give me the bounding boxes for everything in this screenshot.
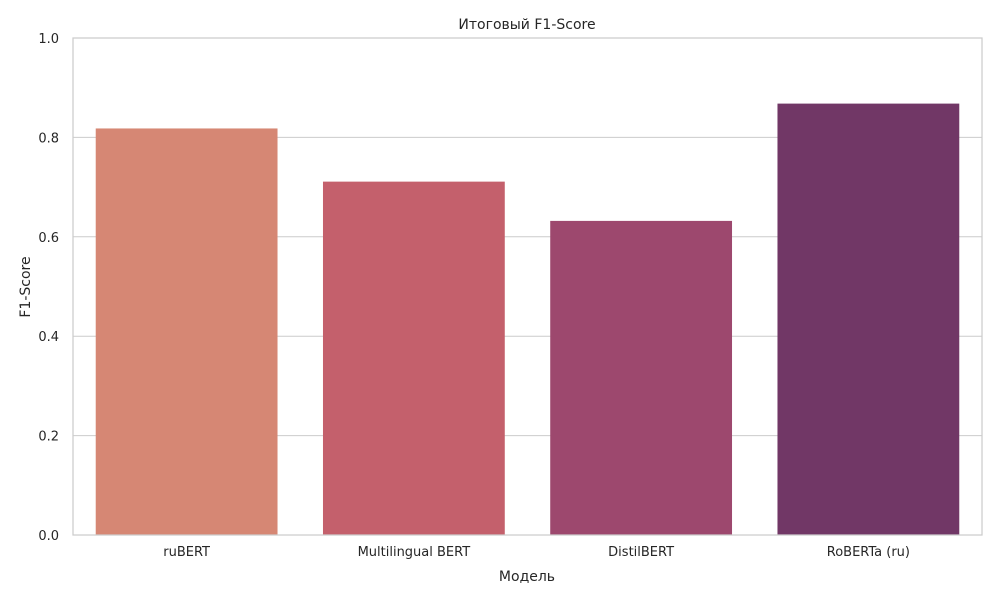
bar-rubert: [95, 128, 278, 536]
y-tick-label: 0.8: [38, 131, 59, 146]
x-tick-label: RoBERTa (ru): [827, 545, 910, 560]
x-tick-label: ruBERT: [163, 545, 210, 560]
bars: [95, 103, 960, 536]
plot-frame: [72, 37, 983, 536]
x-axis-label: Модель: [499, 569, 555, 585]
y-tick-label: 0.4: [38, 330, 59, 345]
y-tick-labels: 0.0 0.2 0.4 0.6 0.8 1.0: [38, 32, 59, 544]
y-axis-label: F1-Score: [18, 256, 34, 317]
y-tick-label: 1.0: [38, 32, 59, 47]
y-tick-label: 0.0: [38, 529, 59, 544]
axes-frame: [72, 37, 983, 536]
x-tick-labels: ruBERT Multilingual BERT DistilBERT RoBERTa…: [163, 545, 910, 560]
x-tick-label: Multilingual BERT: [358, 545, 471, 560]
chart-title: Итоговый F1-Score: [458, 17, 595, 33]
y-tick-label: 0.6: [38, 231, 59, 246]
x-tick-label: DistilBERT: [608, 545, 674, 560]
y-tick-label: 0.2: [38, 430, 59, 445]
bar-multilingual-bert: [322, 181, 505, 535]
bar-distilbert: [550, 220, 733, 535]
bar-roberta-ru: [777, 103, 960, 535]
